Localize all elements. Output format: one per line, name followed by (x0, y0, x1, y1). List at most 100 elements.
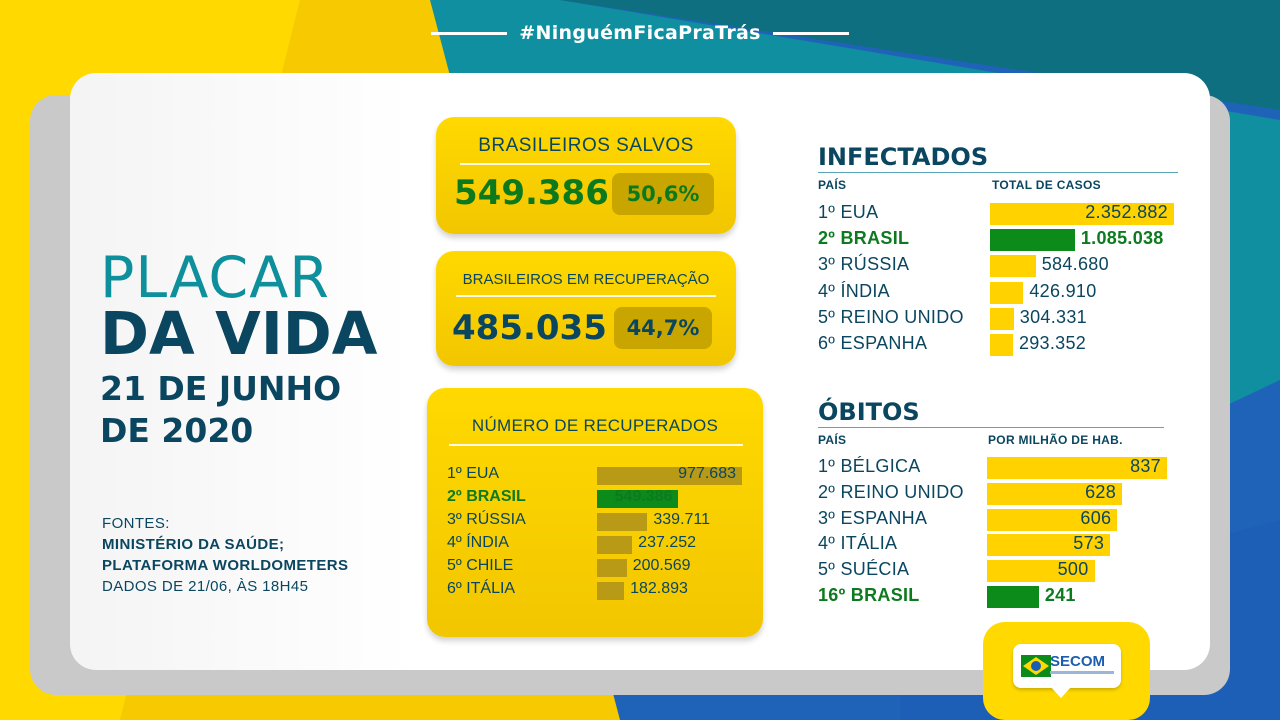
infected-row-label: 1º EUA (818, 202, 879, 222)
hashtag-right-rule (772, 31, 849, 35)
recovering-percent: 44,7% (614, 307, 712, 349)
deaths-row-bar (987, 508, 1118, 531)
recovered-row-label: 5º CHILE (447, 557, 514, 574)
saved-box: BRASILEIROS SALVOS 549.386 50,6% (436, 117, 736, 234)
infected-row: 3º RÚSSIA 584.680 (818, 254, 1188, 278)
recovering-box: BRASILEIROS EM RECUPERAÇÃO 485.035 44,7% (436, 251, 736, 366)
recovered-row-label: 1º EUA (447, 465, 500, 482)
infected-row-value: 304.331 (1019, 306, 1087, 327)
deaths-row: 1º BÉLGICA 837 (818, 456, 1178, 480)
hashtag-header: #NinguémFicaPraTrás (0, 18, 1280, 48)
recovered-row-label: 2º BRASIL (447, 488, 526, 505)
infected-row-label: 6º ESPANHA (818, 333, 928, 353)
deaths-row-label: 16º BRASIL (818, 585, 920, 605)
saved-value: 549.386 (454, 173, 609, 213)
infected-row: 4º ÍNDIA 426.910 (818, 281, 1188, 305)
recovered-row: 6º ITÁLIA 182.893 (447, 580, 757, 600)
recovered-rule (449, 444, 743, 446)
infected-row: 2º BRASIL 1.085.038 (818, 228, 1188, 252)
secom-logo (1013, 644, 1121, 688)
sources-line-3: DADOS DE 21/06, ÀS 18H45 (102, 578, 309, 595)
recovered-row-value: 182.893 (630, 580, 688, 597)
recovered-row-value: 977.683 (678, 465, 736, 482)
recovered-row: 1º EUA 977.683 (447, 465, 757, 485)
date-line-1: 21 DE JUNHO (100, 369, 342, 408)
title-line-2: DA VIDA (100, 299, 378, 368)
infected-row-bar (990, 203, 1174, 225)
sources-line-2: PLATAFORMA WORLDOMETERS (102, 557, 349, 574)
recovered-row: 5º CHILE 200.569 (447, 557, 757, 577)
infected-rule (818, 172, 1178, 173)
recovered-row: 2º BRASIL 549.386 (447, 488, 757, 508)
deaths-row-bar (987, 586, 1039, 608)
infected-row: 1º EUA 2.352.882 (818, 202, 1188, 226)
infected-row: 6º ESPANHA 293.352 (818, 333, 1188, 357)
deaths-col-country: PAÍS (818, 433, 847, 447)
title-line-1: PLACAR (100, 245, 330, 311)
infected-row-bar (990, 307, 1014, 330)
recovered-row-bar (597, 513, 648, 531)
recovering-value: 485.035 (452, 308, 607, 348)
infected-row-value: 1.085.038 (1080, 228, 1164, 249)
deaths-rule (818, 427, 1164, 428)
recovering-title: BRASILEIROS EM RECUPERAÇÃO (462, 271, 710, 288)
infected-row-value: 2.352.882 (1085, 202, 1168, 222)
infected-row-label: 5º REINO UNIDO (818, 306, 964, 327)
recovered-row-label: 6º ITÁLIA (447, 580, 516, 597)
sources-line-1: MINISTÉRIO DA SAÚDE; (102, 536, 285, 553)
recovered-row-bar (597, 490, 679, 508)
deaths-row-bar (987, 560, 1095, 583)
deaths-row-value: 241 (1044, 585, 1076, 605)
deaths-row-label: 5º SUÉCIA (818, 559, 910, 580)
deaths-col-per-million: POR MILHÃO DE HAB. (988, 433, 1123, 447)
recovered-row-bar (597, 559, 627, 577)
saved-rule (460, 163, 710, 165)
infected-row-label: 2º BRASIL (818, 228, 910, 249)
deaths-row: 2º REINO UNIDO 628 (818, 482, 1178, 506)
recovered-row: 4º ÍNDIA 237.252 (447, 534, 757, 554)
recovered-row-value: 237.252 (638, 534, 697, 551)
recovered-row-bar (597, 536, 633, 554)
recovered-row-value: 549.386 (614, 488, 673, 505)
deaths-row-bar (987, 457, 1167, 479)
saved-title: BRASILEIROS SALVOS (478, 135, 694, 156)
sources-label: FONTES: (102, 515, 170, 532)
infected-row: 5º REINO UNIDO 304.331 (818, 307, 1188, 331)
deaths-row-bar (987, 534, 1111, 557)
infected-row-label: 4º ÍNDIA (818, 280, 890, 301)
deaths-row: 3º ESPANHA 606 (818, 508, 1178, 532)
recovered-box: NÚMERO DE RECUPERADOS (427, 388, 763, 637)
recovered-row: 3º RÚSSIA 339.711 (447, 511, 757, 531)
recovered-title: NÚMERO DE RECUPERADOS (471, 416, 719, 435)
infected-row-bar (990, 334, 1013, 356)
recovered-row-label: 3º RÚSSIA (447, 511, 526, 528)
infected-row-value: 584.680 (1041, 254, 1109, 275)
recovered-row-bar (597, 467, 742, 485)
infected-row-bar (990, 255, 1036, 278)
deaths-row: 5º SUÉCIA 500 (818, 559, 1178, 583)
infected-row-value: 426.910 (1029, 280, 1097, 301)
deaths-row-value: 837 (1130, 456, 1161, 476)
deaths-row-value: 573 (1073, 533, 1105, 554)
deaths-row-label: 3º ESPANHA (818, 507, 928, 528)
recovered-row-value: 339.711 (653, 511, 711, 528)
hashtag-text: #NinguémFicaPraTrás (519, 22, 761, 44)
deaths-title: ÓBITOS (818, 398, 920, 426)
secom-logo-text: SECOM (1050, 653, 1106, 670)
infected-col-country: PAÍS (818, 178, 847, 192)
deaths-row-bar (987, 482, 1123, 505)
secom-logo-subline (1050, 671, 1114, 674)
deaths-row-value: 500 (1057, 559, 1089, 580)
flag-icon (1021, 655, 1051, 677)
hashtag-left-rule (431, 31, 508, 35)
recovered-row-value: 200.569 (632, 557, 691, 574)
infected-row-label: 3º RÚSSIA (818, 254, 910, 275)
infected-row-value: 293.352 (1018, 333, 1087, 353)
saved-percent: 50,6% (612, 173, 714, 215)
recovered-row-label: 4º ÍNDIA (447, 534, 509, 551)
date-line-2: DE 2020 (100, 411, 254, 450)
infected-row-bar (990, 281, 1024, 304)
deaths-row-label: 4º ITÁLIA (818, 533, 898, 554)
deaths-row-value: 628 (1085, 481, 1117, 502)
secom-logo-tail (1050, 686, 1072, 698)
